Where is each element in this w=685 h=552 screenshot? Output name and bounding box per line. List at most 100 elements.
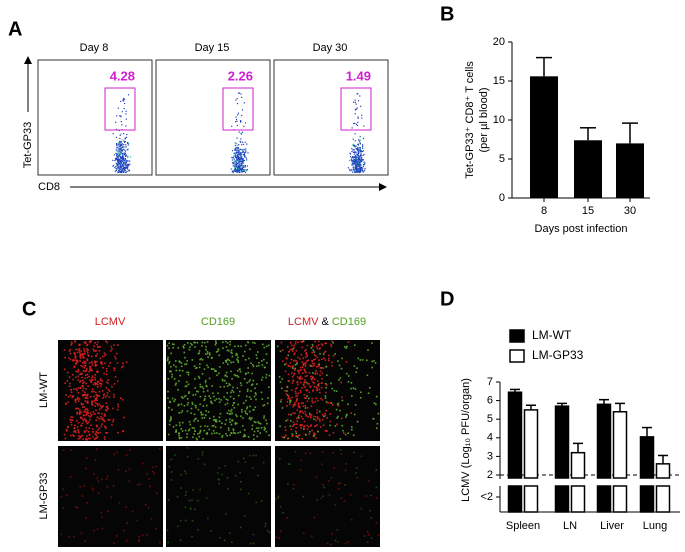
signal-dot	[66, 430, 68, 432]
signal-dot	[76, 389, 78, 392]
signal-dot	[77, 392, 80, 394]
signal-dot	[203, 463, 206, 466]
signal-dot	[136, 519, 139, 522]
signal-dot	[214, 343, 217, 346]
event-dot	[129, 156, 132, 158]
signal-dot	[237, 370, 239, 372]
signal-dot	[261, 376, 264, 379]
signal-dot	[102, 405, 104, 407]
signal-dot	[98, 412, 100, 415]
signal-dot	[96, 425, 99, 428]
event-dot	[357, 144, 359, 146]
event-dot	[357, 164, 359, 166]
signal-dot	[91, 361, 93, 363]
event-dot	[119, 156, 122, 158]
signal-dot	[334, 425, 337, 427]
signal-dot	[321, 399, 324, 401]
signal-dot	[237, 460, 240, 463]
event-dot	[359, 164, 361, 166]
signal-dot	[313, 516, 316, 519]
signal-dot	[81, 495, 84, 497]
signal-dot	[113, 369, 116, 372]
micrograph	[166, 340, 271, 441]
signal-dot	[82, 393, 85, 396]
signal-dot	[100, 415, 102, 418]
bar-stub	[639, 485, 655, 513]
signal-dot	[321, 451, 324, 454]
x-tick-label: 8	[541, 205, 547, 217]
signal-dot	[168, 465, 171, 468]
event-dot	[127, 166, 129, 169]
signal-dot	[209, 417, 211, 420]
signal-dot	[331, 340, 333, 343]
signal-dot	[107, 365, 110, 367]
signal-dot	[296, 376, 299, 378]
signal-dot	[149, 485, 152, 488]
event-dot	[352, 156, 354, 158]
event-dot	[242, 160, 244, 162]
signal-dot	[68, 357, 70, 359]
signal-dot	[314, 433, 317, 436]
event-dot	[354, 151, 356, 153]
signal-dot	[84, 342, 87, 345]
signal-dot	[215, 342, 217, 344]
event-dot	[362, 167, 364, 169]
event-dot	[362, 171, 364, 173]
signal-dot	[91, 355, 93, 358]
signal-dot	[84, 394, 87, 396]
signal-dot	[236, 422, 238, 425]
event-dot	[120, 171, 122, 173]
signal-dot	[96, 448, 98, 450]
event-dot	[121, 150, 124, 152]
event-dot	[123, 149, 126, 151]
signal-dot	[228, 418, 231, 421]
signal-dot	[93, 350, 95, 352]
signal-dot	[243, 433, 246, 436]
event-dot	[116, 166, 118, 168]
signal-dot	[93, 395, 95, 398]
signal-dot	[232, 429, 235, 432]
signal-dot	[325, 401, 328, 403]
signal-dot	[287, 397, 289, 400]
signal-dot	[191, 520, 194, 522]
signal-dot	[67, 396, 70, 398]
signal-dot	[186, 447, 189, 449]
signal-dot	[306, 389, 308, 392]
event-dot	[118, 155, 120, 157]
signal-dot	[306, 424, 308, 427]
signal-dot	[86, 350, 89, 352]
signal-dot	[186, 433, 188, 435]
signal-dot	[98, 390, 101, 393]
signal-dot	[107, 419, 110, 421]
signal-dot	[311, 375, 314, 378]
event-dot	[233, 152, 235, 154]
signal-dot	[80, 425, 83, 427]
signal-dot	[318, 348, 321, 350]
signal-dot	[229, 340, 231, 343]
event-dot	[124, 102, 126, 105]
event-dot	[241, 141, 243, 143]
event-dot	[352, 163, 354, 165]
signal-dot	[321, 344, 324, 346]
signal-dot	[338, 487, 340, 490]
event-dot	[125, 166, 127, 168]
signal-dot	[312, 401, 314, 404]
event-dot	[239, 164, 241, 166]
signal-dot	[215, 398, 218, 400]
signal-dot	[199, 430, 202, 433]
signal-dot	[334, 504, 337, 506]
signal-dot	[300, 415, 303, 418]
signal-dot	[312, 390, 314, 392]
event-dot	[359, 143, 361, 145]
signal-dot	[347, 432, 349, 434]
event-dot	[127, 148, 129, 150]
event-dot	[353, 143, 355, 145]
event-dot	[243, 151, 245, 153]
signal-dot	[93, 400, 96, 402]
signal-dot	[99, 379, 102, 382]
signal-dot	[239, 390, 241, 393]
signal-dot	[232, 428, 235, 430]
signal-dot	[303, 420, 306, 423]
event-dot	[237, 163, 239, 165]
signal-dot	[89, 412, 92, 414]
